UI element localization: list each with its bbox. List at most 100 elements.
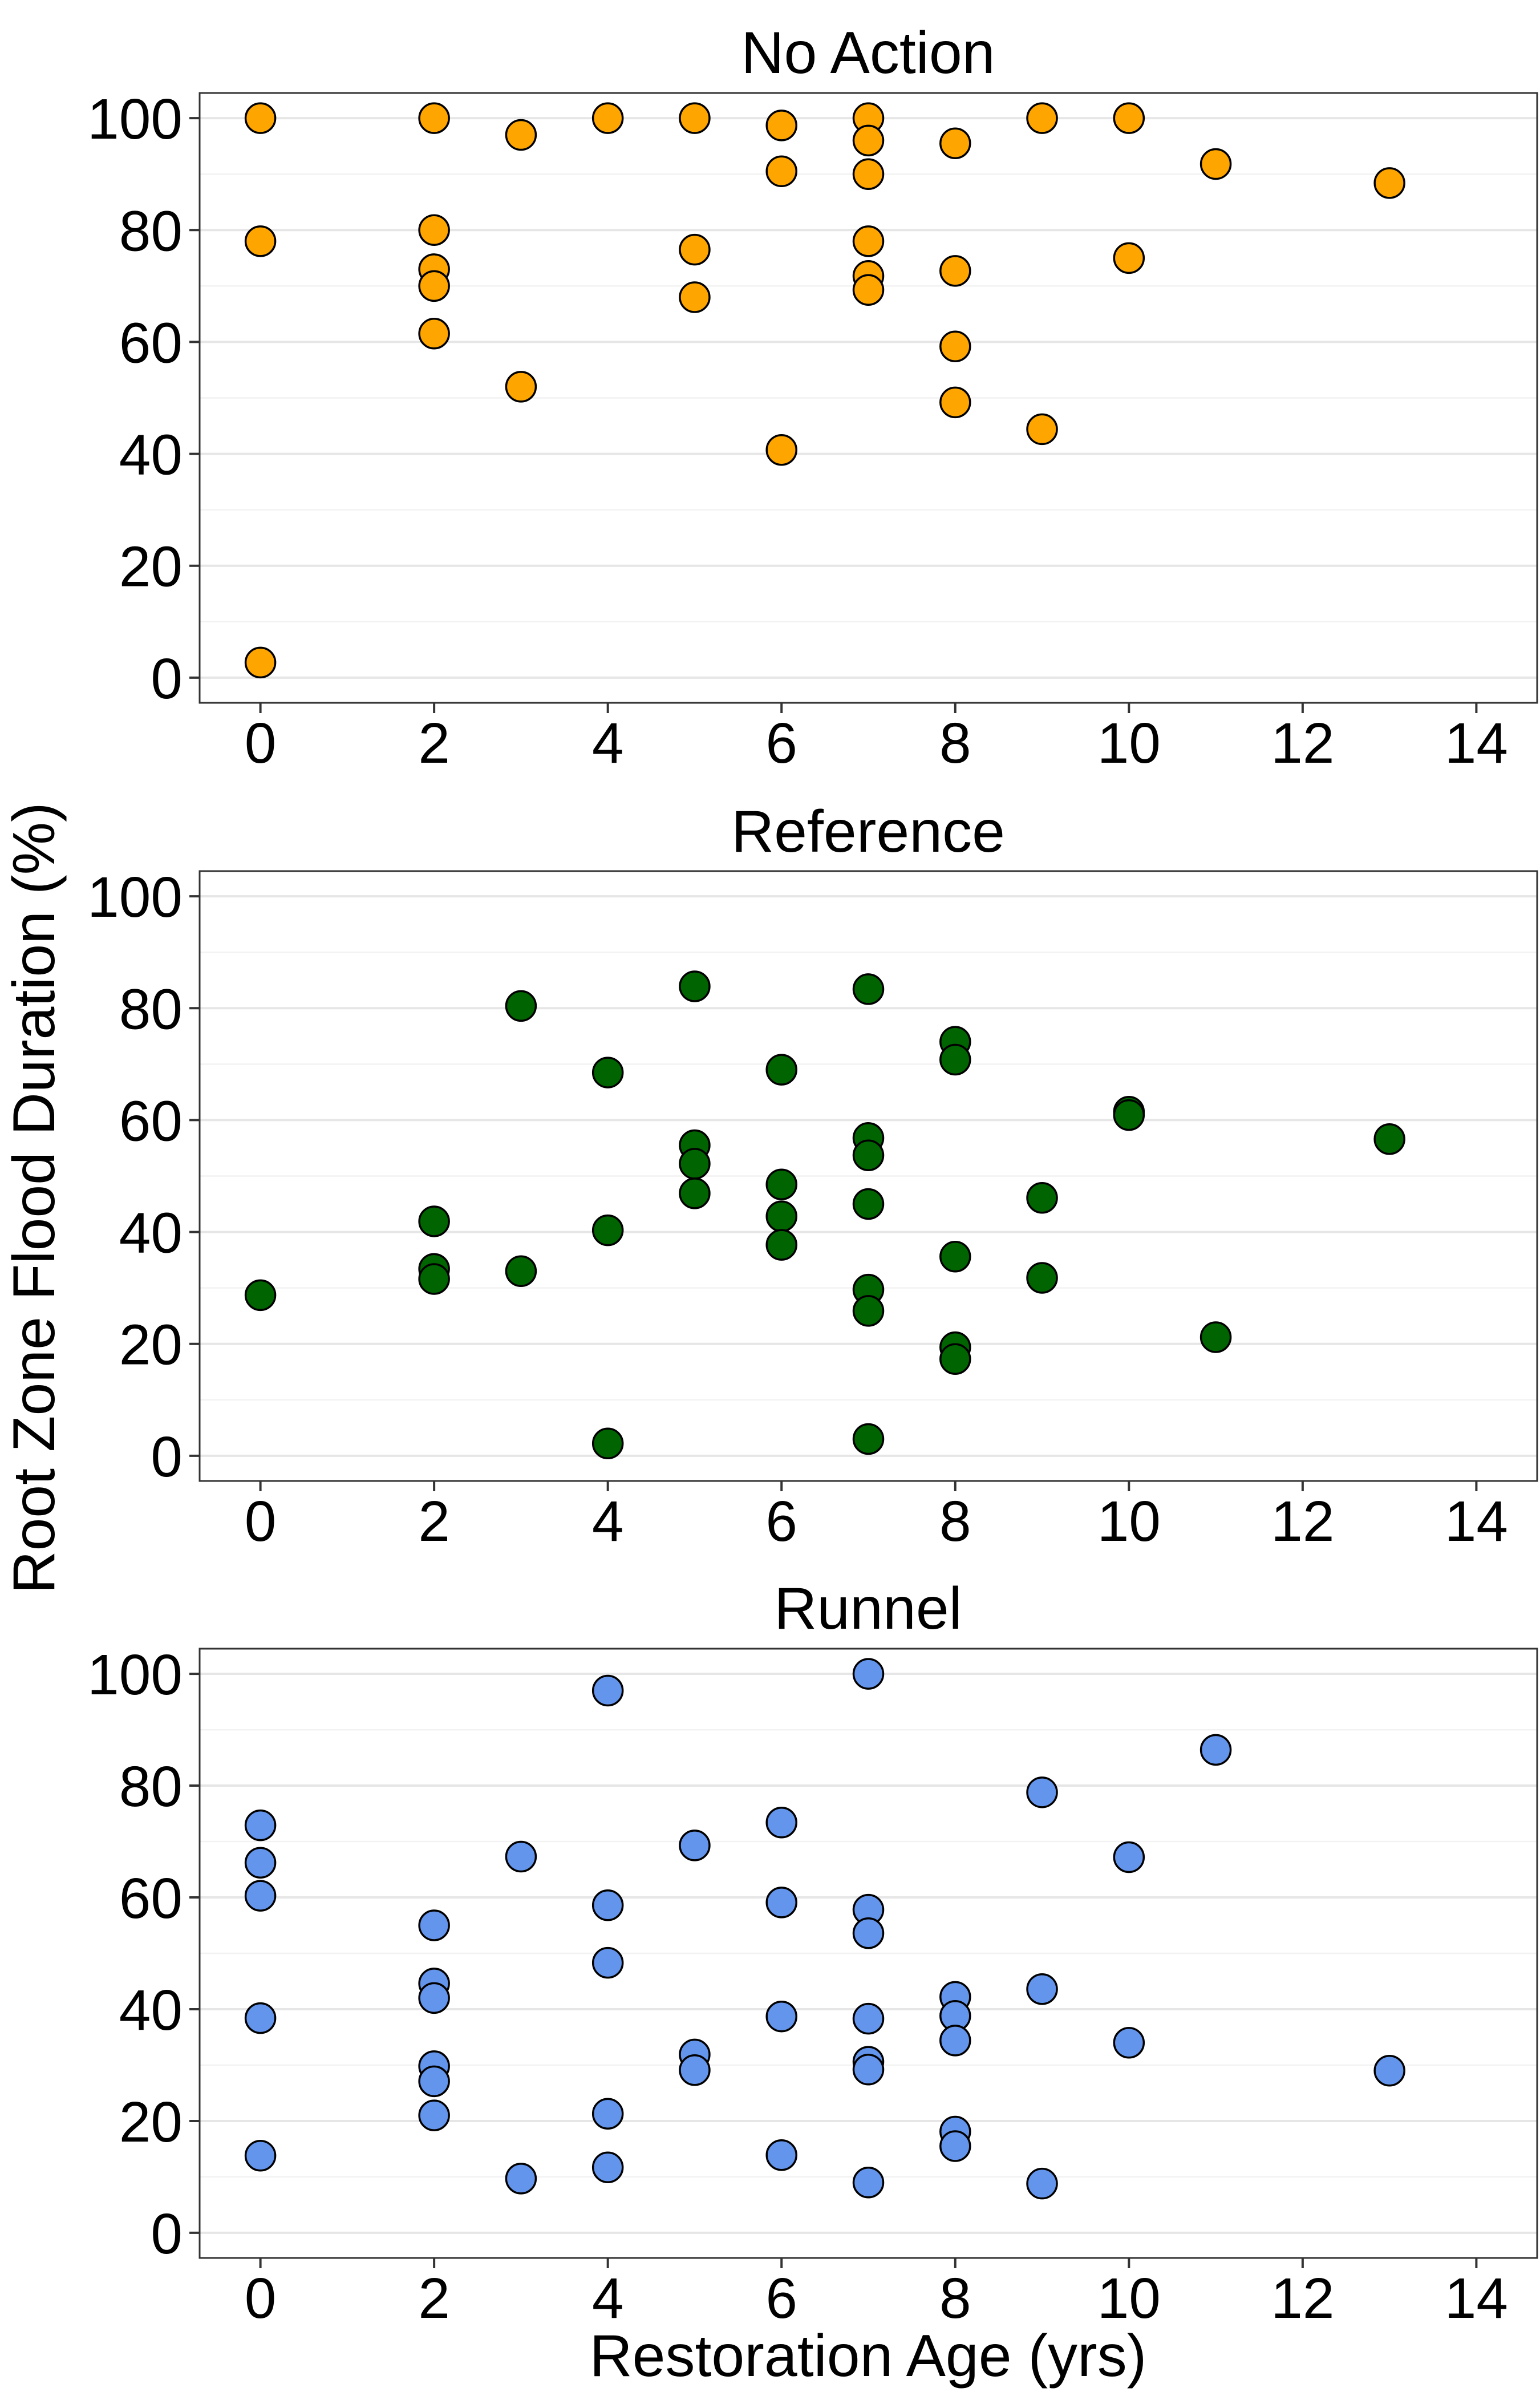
data-point: [852, 124, 885, 157]
panel-reference: Reference 0 20 40 60 80 100 0 2 4 6 8 10 12 14: [87, 799, 1538, 1553]
data-point: [418, 1909, 450, 1941]
x-tick-label: 12: [1271, 2267, 1334, 2330]
data-point: [418, 2065, 450, 2098]
x-tick-label: 14: [1445, 711, 1508, 775]
x-tick-label: 8: [939, 711, 971, 775]
x-tick-label: 6: [765, 1490, 797, 1553]
data-point: [679, 102, 711, 134]
x-tick-label: 2: [418, 711, 450, 775]
data-point: [679, 1148, 711, 1180]
y-tick-label: 80: [119, 977, 183, 1041]
data-point: [852, 1658, 885, 1690]
data-point: [852, 274, 885, 306]
x-tick-label: 0: [245, 1490, 277, 1553]
data-point: [1026, 413, 1058, 446]
y-tick-label: 20: [119, 535, 183, 599]
data-point: [765, 155, 797, 188]
x-tick-label: 6: [765, 2267, 797, 2330]
panel-border: [198, 92, 1538, 704]
data-point: [418, 1982, 450, 2014]
y-tick-label: 60: [119, 311, 183, 375]
x-tick-label: 8: [939, 1490, 971, 1553]
data-point: [939, 255, 971, 287]
x-tick-label: 14: [1445, 1490, 1508, 1553]
data-point: [505, 371, 537, 403]
data-point: [939, 127, 971, 160]
x-tick-label: 6: [765, 711, 797, 775]
data-point: [765, 110, 797, 141]
data-point: [852, 2002, 885, 2035]
data-point: [939, 1043, 971, 1076]
panel-title: Reference: [731, 799, 1005, 865]
data-point: [244, 102, 277, 134]
x-tick-label: 0: [245, 711, 277, 775]
y-tick-label: 100: [87, 1643, 183, 1707]
y-tick-label: 0: [151, 2202, 183, 2266]
data-point: [591, 1889, 624, 1921]
panel-no-action: No Action 0 20 40 60 80 100 0 2 4 6 8 10 12 14: [87, 20, 1538, 775]
x-tick-label: 10: [1097, 711, 1161, 775]
data-point: [244, 646, 277, 679]
y-tick-label: 20: [119, 2090, 183, 2154]
data-point: [1199, 1734, 1232, 1766]
data-point: [1113, 1099, 1145, 1131]
x-tick-label: 10: [1097, 2267, 1161, 2330]
data-point: [679, 970, 711, 1002]
data-point: [244, 2002, 277, 2034]
data-point: [244, 1279, 277, 1312]
panel-border: [198, 870, 1538, 1482]
data-point: [765, 2139, 797, 2171]
data-point: [1373, 2055, 1405, 2087]
data-point: [765, 1229, 797, 1261]
data-point: [852, 158, 885, 190]
x-tick-label: 12: [1271, 711, 1334, 775]
data-point: [505, 119, 537, 151]
y-tick-label: 20: [119, 1313, 183, 1377]
data-point: [591, 1674, 624, 1707]
y-tick-label: 100: [87, 87, 183, 151]
plot-area: 0 20 40 60 80 100 0 2 4 6 8 10 12 14: [87, 865, 1538, 1553]
plot-area: 0 20 40 60 80 100 0 2 4 6 8 10 12 14: [87, 1643, 1538, 2330]
data-point: [418, 270, 450, 302]
data-point: [939, 386, 971, 419]
data-point: [765, 434, 797, 466]
data-point: [852, 1188, 885, 1220]
data-point: [244, 1847, 277, 1879]
data-point: [765, 1168, 797, 1200]
data-point: [244, 2139, 277, 2172]
x-tick-label: 4: [592, 711, 624, 775]
data-point: [765, 1054, 797, 1086]
data-point: [765, 2000, 797, 2033]
data-point: [418, 1205, 450, 1237]
x-tick-label: 2: [418, 1490, 450, 1553]
data-point: [1113, 242, 1145, 274]
data-point: [1026, 1776, 1058, 1808]
y-tick-label: 40: [119, 1978, 183, 2042]
y-tick-label: 40: [119, 423, 183, 487]
data-point: [852, 2166, 885, 2199]
data-point: [418, 214, 450, 246]
y-tick-label: 60: [119, 1867, 183, 1930]
y-tick-label: 80: [119, 199, 183, 263]
panel-title: No Action: [741, 20, 995, 86]
y-tick-label: 0: [151, 647, 183, 711]
data-point: [418, 317, 450, 350]
data-point: [418, 1263, 450, 1295]
x-tick-label: 0: [245, 2267, 277, 2330]
data-point: [505, 2163, 537, 2195]
data-point: [679, 2054, 711, 2086]
data-point: [591, 1427, 624, 1460]
x-tick-label: 4: [592, 2267, 624, 2330]
data-point: [1026, 102, 1058, 134]
data-point: [852, 1139, 885, 1171]
y-axis-label: Root Zone Flood Duration (%): [1, 802, 67, 1593]
data-point: [244, 1880, 277, 1912]
data-point: [939, 1343, 971, 1375]
panel-runnel: Runnel 0 20 40 60 80 100 0 2 4 6 8 10 12 14: [87, 1576, 1538, 2330]
plot-area: 0 20 40 60 80 100 0 2 4 6 8 10 12 14: [87, 87, 1538, 775]
data-point: [505, 1255, 537, 1287]
x-tick-label: 10: [1097, 1490, 1161, 1553]
data-point: [939, 1240, 971, 1273]
data-point: [591, 102, 624, 134]
data-point: [852, 1423, 885, 1455]
